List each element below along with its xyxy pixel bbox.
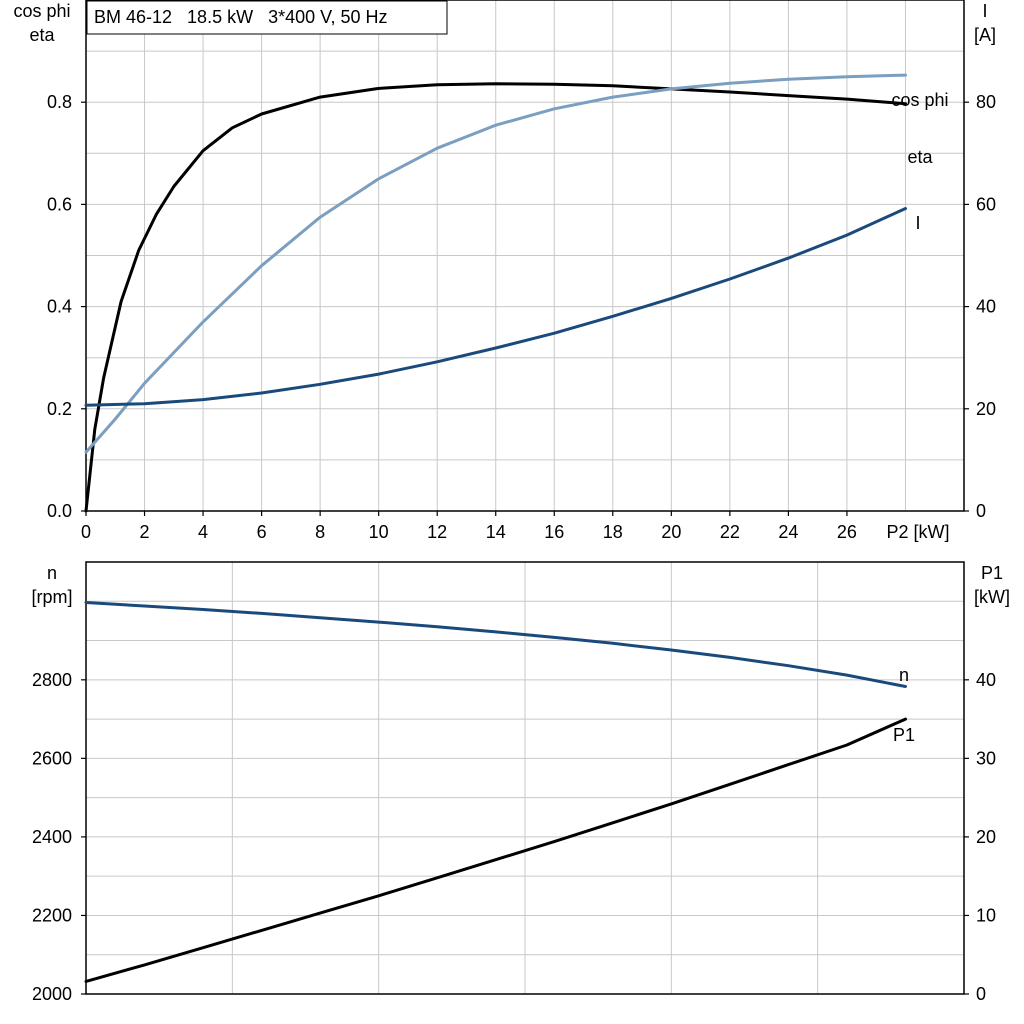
series-label-cos-phi: cos phi [891,90,948,110]
bottom-chart-grid [86,562,964,994]
series-label-p1: P1 [893,725,915,745]
top-x-tick-label: 24 [778,522,798,542]
top-x-tick-label: 22 [720,522,740,542]
bottom-chart-series: n P1 [84,601,915,983]
right-axis-label-i: I [982,1,987,21]
right-axis-label-unit-a: [A] [974,25,996,45]
left-axis-label-rpm: [rpm] [31,587,72,607]
x-axis-label-p2: P2 [kW] [886,522,949,542]
bottom-right-tick-label: 40 [976,670,996,690]
bottom-left-tick-label: 2600 [32,748,72,768]
bottom-right-tick-label: 30 [976,748,996,768]
top-x-tick-label: 8 [315,522,325,542]
left-axis-label-eta: eta [29,25,55,45]
right-axis-label-kw: [kW] [974,587,1010,607]
series-label-eta: eta [907,147,933,167]
top-x-tick-label: 20 [661,522,681,542]
bottom-left-tick-label: 2400 [32,827,72,847]
top-right-tick-label: 40 [976,297,996,317]
bottom-chart-panel: 2000 2200 2400 2600 2800 0 10 20 30 40 n P1 n [rp… [31,561,1010,1004]
top-x-tick-label: 12 [427,522,447,542]
top-x-tick-label: 0 [81,522,91,542]
series-line-i [84,207,907,407]
top-right-tick-label: 80 [976,92,996,112]
top-left-tick-label: 0.6 [47,194,72,214]
top-left-tick-label: 0.4 [47,297,72,317]
top-x-tick-label: 2 [140,522,150,542]
series-line-eta [84,82,907,513]
right-axis-label-p1: P1 [981,563,1003,583]
top-x-tick-label: 26 [837,522,857,542]
top-right-axis-ticks: 0 20 40 60 80 [964,92,996,521]
series-label-i: I [915,213,920,233]
top-x-tick-label: 18 [603,522,623,542]
chart-title-box [86,0,448,35]
top-left-tick-label: 0.2 [47,399,72,419]
top-chart-series: eta cos phi I [84,73,949,513]
bottom-right-axis-ticks: 0 10 20 30 40 [964,670,996,1004]
bottom-right-tick-label: 10 [976,905,996,925]
series-line-p1 [84,717,907,983]
bottom-left-tick-label: 2200 [32,905,72,925]
bottom-left-axis-ticks: 2000 2200 2400 2600 2800 [32,670,86,1004]
top-plot-frame [85,0,965,512]
bottom-left-tick-label: 2800 [32,670,72,690]
top-right-tick-label: 60 [976,194,996,214]
series-label-n: n [899,665,909,685]
top-right-tick-label: 20 [976,399,996,419]
top-x-tick-label: 6 [257,522,267,542]
bottom-right-tick-label: 20 [976,827,996,847]
top-x-tick-label: 10 [369,522,389,542]
top-x-tick-label: 14 [486,522,506,542]
top-left-axis-ticks: 0.0 0.2 0.4 0.6 0.8 [47,92,86,521]
top-x-tick-label: 4 [198,522,208,542]
left-axis-label-cos-phi: cos phi [13,1,70,21]
bottom-right-tick-label: 0 [976,984,986,1004]
series-line-n [84,601,907,688]
top-x-axis-ticks: 0 2 4 6 8 10 12 14 16 18 20 22 24 26 [81,511,857,542]
chart-title: BM 46-12 18.5 kW 3*400 V, 50 Hz [94,7,388,27]
top-right-tick-label: 0 [976,501,986,521]
series-line-cos-phi [84,73,907,454]
top-x-tick-label: 16 [544,522,564,542]
bottom-plot-frame [85,561,965,995]
top-left-tick-label: 0.8 [47,92,72,112]
top-left-tick-label: 0.0 [47,501,72,521]
bottom-left-tick-label: 2000 [32,984,72,1004]
left-axis-label-n: n [47,563,57,583]
